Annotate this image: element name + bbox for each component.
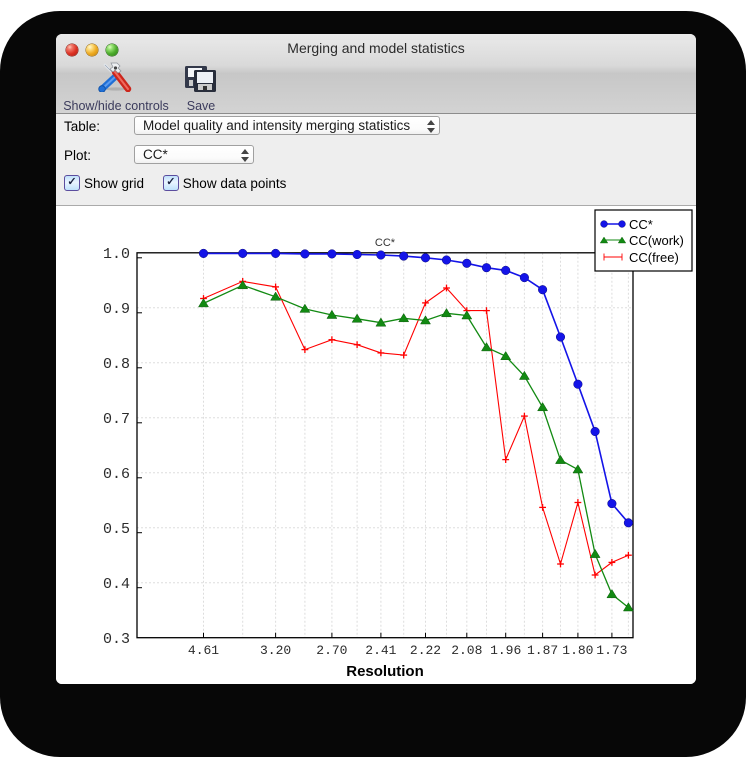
- svg-text:4.61: 4.61: [188, 643, 219, 658]
- svg-text:1.73: 1.73: [596, 643, 627, 658]
- svg-text:CC(free): CC(free): [629, 250, 679, 265]
- svg-text:2.70: 2.70: [316, 643, 347, 658]
- svg-text:CC*: CC*: [629, 217, 653, 232]
- svg-text:1.87: 1.87: [527, 643, 558, 658]
- svg-text:1.80: 1.80: [562, 643, 593, 658]
- svg-text:0.7: 0.7: [103, 411, 130, 428]
- svg-text:0.3: 0.3: [103, 631, 130, 648]
- svg-text:CC(work): CC(work): [629, 233, 684, 248]
- svg-text:2.08: 2.08: [451, 643, 482, 658]
- svg-text:Resolution: Resolution: [346, 663, 424, 680]
- svg-text:0.5: 0.5: [103, 521, 130, 538]
- svg-text:2.22: 2.22: [410, 643, 441, 658]
- svg-text:2.41: 2.41: [365, 643, 396, 658]
- svg-text:0.9: 0.9: [103, 301, 130, 318]
- svg-text:1.0: 1.0: [103, 246, 130, 263]
- svg-text:0.6: 0.6: [103, 466, 130, 483]
- svg-text:0.8: 0.8: [103, 356, 130, 373]
- svg-text:1.96: 1.96: [490, 643, 521, 658]
- svg-text:3.20: 3.20: [260, 643, 291, 658]
- svg-text:0.4: 0.4: [103, 576, 130, 593]
- svg-text:CC*: CC*: [375, 237, 396, 249]
